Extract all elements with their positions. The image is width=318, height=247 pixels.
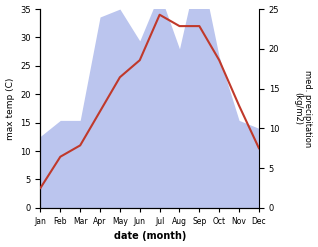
Y-axis label: max temp (C): max temp (C): [5, 77, 15, 140]
X-axis label: date (month): date (month): [114, 231, 186, 242]
Y-axis label: med. precipitation
(kg/m2): med. precipitation (kg/m2): [293, 70, 313, 147]
